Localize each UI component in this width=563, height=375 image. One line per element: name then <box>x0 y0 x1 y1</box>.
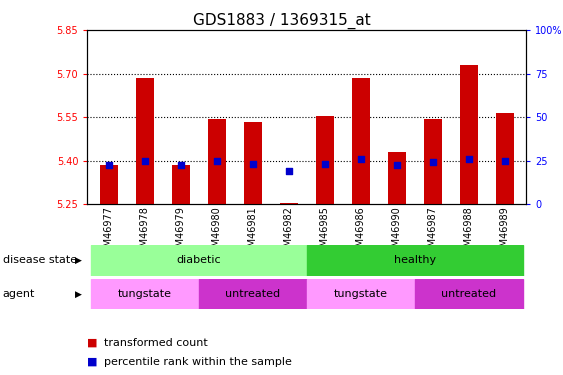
Text: GSM46980: GSM46980 <box>212 206 222 259</box>
Bar <box>460 65 478 204</box>
Point <box>392 162 401 168</box>
Bar <box>280 203 298 204</box>
Bar <box>307 279 415 309</box>
Bar <box>136 78 154 204</box>
Text: GSM46987: GSM46987 <box>428 206 438 259</box>
Point <box>176 162 185 168</box>
Text: GSM46978: GSM46978 <box>140 206 150 259</box>
Bar <box>316 116 334 204</box>
Bar <box>208 118 226 204</box>
Point <box>212 158 221 164</box>
Text: ■: ■ <box>87 357 98 367</box>
Text: disease state: disease state <box>3 255 77 265</box>
Text: transformed count: transformed count <box>104 338 208 348</box>
Point <box>140 158 149 164</box>
Bar <box>496 113 514 204</box>
Bar <box>307 245 523 276</box>
Bar <box>424 118 442 204</box>
Text: agent: agent <box>3 289 35 299</box>
Text: GSM46977: GSM46977 <box>104 206 114 260</box>
Text: GDS1883 / 1369315_at: GDS1883 / 1369315_at <box>193 13 370 29</box>
Point <box>428 159 437 165</box>
Text: untreated: untreated <box>225 289 280 299</box>
Bar <box>91 279 199 309</box>
Text: GSM46986: GSM46986 <box>356 206 366 259</box>
Bar <box>352 78 370 204</box>
Bar <box>199 279 307 309</box>
Bar <box>388 152 406 204</box>
Text: GSM46981: GSM46981 <box>248 206 258 259</box>
Text: ■: ■ <box>87 338 98 348</box>
Text: tungstate: tungstate <box>118 289 172 299</box>
Point <box>104 162 113 168</box>
Text: GSM46979: GSM46979 <box>176 206 186 259</box>
Bar <box>415 279 523 309</box>
Bar <box>91 245 307 276</box>
Point <box>320 160 329 166</box>
Text: GSM46989: GSM46989 <box>500 206 510 259</box>
Point <box>248 160 257 166</box>
Point <box>501 158 510 164</box>
Point <box>464 156 473 162</box>
Text: healthy: healthy <box>394 255 436 265</box>
Text: GSM46990: GSM46990 <box>392 206 402 259</box>
Point <box>356 156 365 162</box>
Bar <box>172 165 190 204</box>
Text: tungstate: tungstate <box>334 289 388 299</box>
Text: GSM46982: GSM46982 <box>284 206 294 259</box>
Bar <box>100 165 118 204</box>
Text: GSM46985: GSM46985 <box>320 206 330 259</box>
Text: percentile rank within the sample: percentile rank within the sample <box>104 357 292 367</box>
Point <box>284 168 293 174</box>
Text: ▶: ▶ <box>75 256 82 265</box>
Text: ▶: ▶ <box>75 290 82 298</box>
Text: diabetic: diabetic <box>177 255 221 265</box>
Bar <box>244 122 262 204</box>
Text: GSM46988: GSM46988 <box>464 206 474 259</box>
Text: untreated: untreated <box>441 289 497 299</box>
